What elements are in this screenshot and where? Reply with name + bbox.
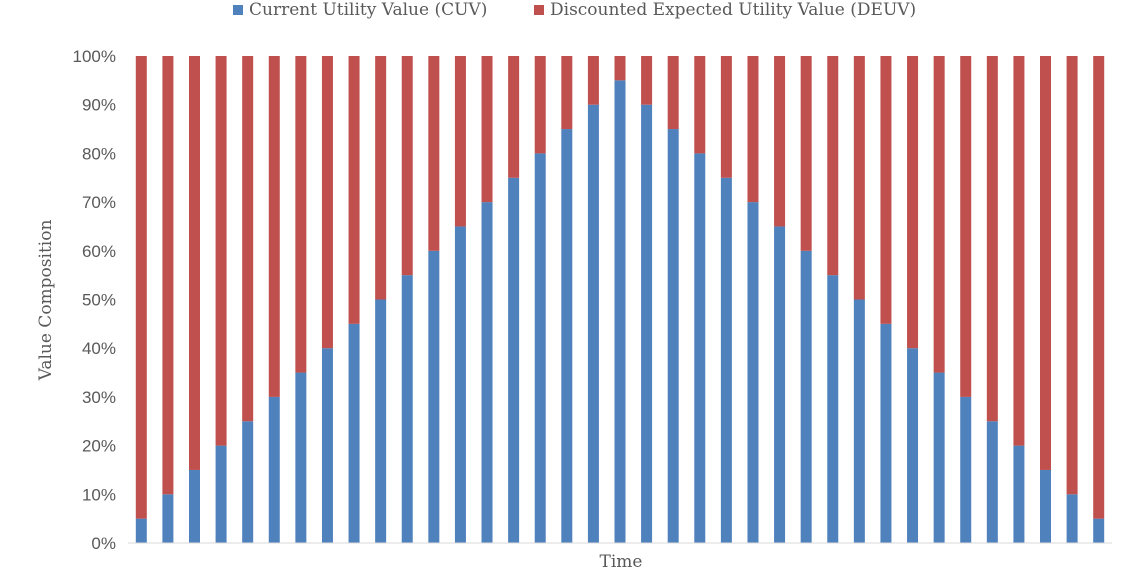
bar-deuv-12 xyxy=(428,56,440,251)
bar-cuv-2 xyxy=(162,494,174,543)
y-tick-label: 60% xyxy=(82,242,116,261)
y-tick-label: 70% xyxy=(82,193,116,212)
y-tick-label: 30% xyxy=(82,388,116,407)
bar-cuv-37 xyxy=(1093,518,1105,543)
bar-deuv-35 xyxy=(1040,56,1052,470)
bar-cuv-4 xyxy=(215,445,227,543)
bar-cuv-27 xyxy=(827,275,839,543)
bar-cuv-14 xyxy=(481,202,493,543)
bar-cuv-29 xyxy=(880,323,892,543)
bar-deuv-7 xyxy=(295,56,307,373)
bar-cuv-16 xyxy=(534,153,546,543)
bar-deuv-33 xyxy=(986,56,998,422)
bar-deuv-37 xyxy=(1093,56,1105,519)
x-axis-title: Time xyxy=(600,552,643,572)
y-tick-label: 40% xyxy=(82,339,116,358)
y-tick-label: 20% xyxy=(82,437,116,456)
y-tick-label: 90% xyxy=(82,96,116,115)
bar-cuv-8 xyxy=(321,348,333,543)
bar-deuv-14 xyxy=(481,56,493,203)
bar-deuv-10 xyxy=(375,56,387,300)
bar-cuv-34 xyxy=(1013,445,1025,543)
bar-deuv-8 xyxy=(321,56,333,349)
bar-deuv-6 xyxy=(268,56,280,397)
y-axis-ticks: 0% 10% 20% 30% 40% 50% 60% 70% 80% 90% 100% xyxy=(73,47,116,553)
chart-legend: Current Utility Value (CUV) Discounted E… xyxy=(0,0,1137,22)
bar-deuv-1 xyxy=(135,56,147,519)
bar-deuv-32 xyxy=(960,56,972,397)
y-tick-label: 80% xyxy=(82,144,116,163)
bar-deuv-23 xyxy=(720,56,732,178)
bar-cuv-25 xyxy=(774,226,786,543)
bar-deuv-18 xyxy=(587,56,599,105)
bar-cuv-12 xyxy=(428,250,440,544)
bar-deuv-4 xyxy=(215,56,227,446)
bar-deuv-11 xyxy=(401,56,413,276)
bar-deuv-15 xyxy=(508,56,520,178)
bar-cuv-28 xyxy=(853,299,865,543)
legend-item-deuv: Discounted Expected Utility Value (DEUV) xyxy=(534,0,916,20)
bar-cuv-5 xyxy=(242,421,254,543)
bar-cuv-17 xyxy=(561,129,573,544)
bar-cuv-21 xyxy=(667,129,679,544)
bar-cuv-9 xyxy=(348,323,360,543)
bar-cuv-6 xyxy=(268,396,280,543)
bar-cuv-36 xyxy=(1066,494,1078,543)
bars-group xyxy=(135,56,1105,544)
legend-label-cuv: Current Utility Value (CUV) xyxy=(249,0,488,20)
y-tick-label: 100% xyxy=(73,47,116,66)
bar-deuv-30 xyxy=(907,56,919,349)
bar-deuv-24 xyxy=(747,56,759,203)
bar-deuv-34 xyxy=(1013,56,1025,446)
bar-deuv-13 xyxy=(454,56,466,227)
bar-deuv-17 xyxy=(561,56,573,130)
bar-cuv-19 xyxy=(614,80,626,543)
bar-deuv-28 xyxy=(853,56,865,300)
bar-deuv-36 xyxy=(1066,56,1078,495)
bar-deuv-22 xyxy=(694,56,706,154)
bar-cuv-32 xyxy=(960,396,972,543)
bar-cuv-1 xyxy=(135,518,147,543)
bar-cuv-13 xyxy=(454,226,466,543)
legend-swatch-cuv xyxy=(233,5,243,15)
bar-deuv-3 xyxy=(188,56,200,470)
bar-deuv-25 xyxy=(774,56,786,227)
bar-cuv-22 xyxy=(694,153,706,543)
legend-label-deuv: Discounted Expected Utility Value (DEUV) xyxy=(550,0,917,20)
bar-cuv-20 xyxy=(641,104,653,543)
bar-deuv-21 xyxy=(667,56,679,130)
bar-deuv-20 xyxy=(641,56,653,105)
bar-cuv-7 xyxy=(295,372,307,543)
bar-cuv-35 xyxy=(1040,469,1052,543)
bar-cuv-24 xyxy=(747,202,759,543)
y-tick-label: 50% xyxy=(82,291,116,310)
bar-deuv-16 xyxy=(534,56,546,154)
bar-cuv-10 xyxy=(375,299,387,543)
bar-cuv-31 xyxy=(933,372,945,543)
bar-deuv-31 xyxy=(933,56,945,373)
y-tick-label: 0% xyxy=(91,534,116,553)
bar-deuv-27 xyxy=(827,56,839,276)
bar-cuv-33 xyxy=(986,421,998,543)
bar-cuv-15 xyxy=(508,177,520,543)
bar-deuv-29 xyxy=(880,56,892,324)
bar-cuv-11 xyxy=(401,275,413,543)
y-axis-title: Value Composition xyxy=(36,220,56,382)
bar-deuv-2 xyxy=(162,56,174,495)
bar-cuv-30 xyxy=(907,348,919,543)
bar-cuv-23 xyxy=(720,177,732,543)
bar-cuv-18 xyxy=(587,104,599,543)
bar-deuv-19 xyxy=(614,56,626,81)
bar-deuv-5 xyxy=(242,56,254,422)
bar-cuv-26 xyxy=(800,250,812,544)
legend-item-cuv: Current Utility Value (CUV) xyxy=(233,0,487,20)
bar-deuv-26 xyxy=(800,56,812,251)
bar-cuv-3 xyxy=(188,469,200,543)
y-tick-label: 10% xyxy=(82,485,116,504)
legend-swatch-deuv xyxy=(534,5,544,15)
bar-deuv-9 xyxy=(348,56,360,324)
